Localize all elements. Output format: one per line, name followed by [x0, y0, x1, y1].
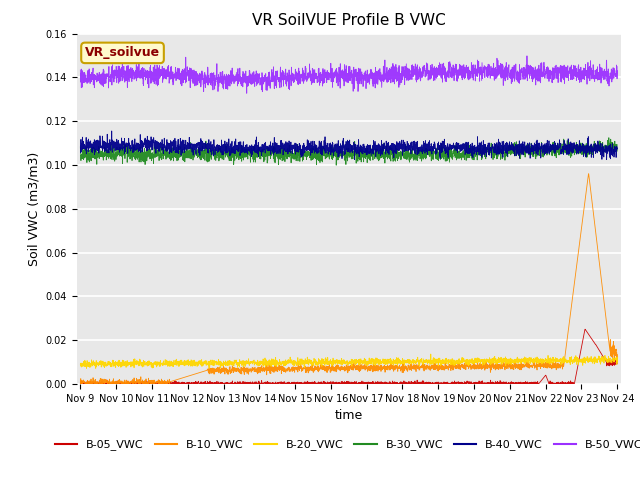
- Y-axis label: Soil VWC (m3/m3): Soil VWC (m3/m3): [27, 152, 40, 266]
- Title: VR SoilVUE Profile B VWC: VR SoilVUE Profile B VWC: [252, 13, 445, 28]
- Text: VR_soilvue: VR_soilvue: [85, 47, 160, 60]
- X-axis label: time: time: [335, 409, 363, 422]
- Legend: B-05_VWC, B-10_VWC, B-20_VWC, B-30_VWC, B-40_VWC, B-50_VWC: B-05_VWC, B-10_VWC, B-20_VWC, B-30_VWC, …: [51, 435, 640, 455]
